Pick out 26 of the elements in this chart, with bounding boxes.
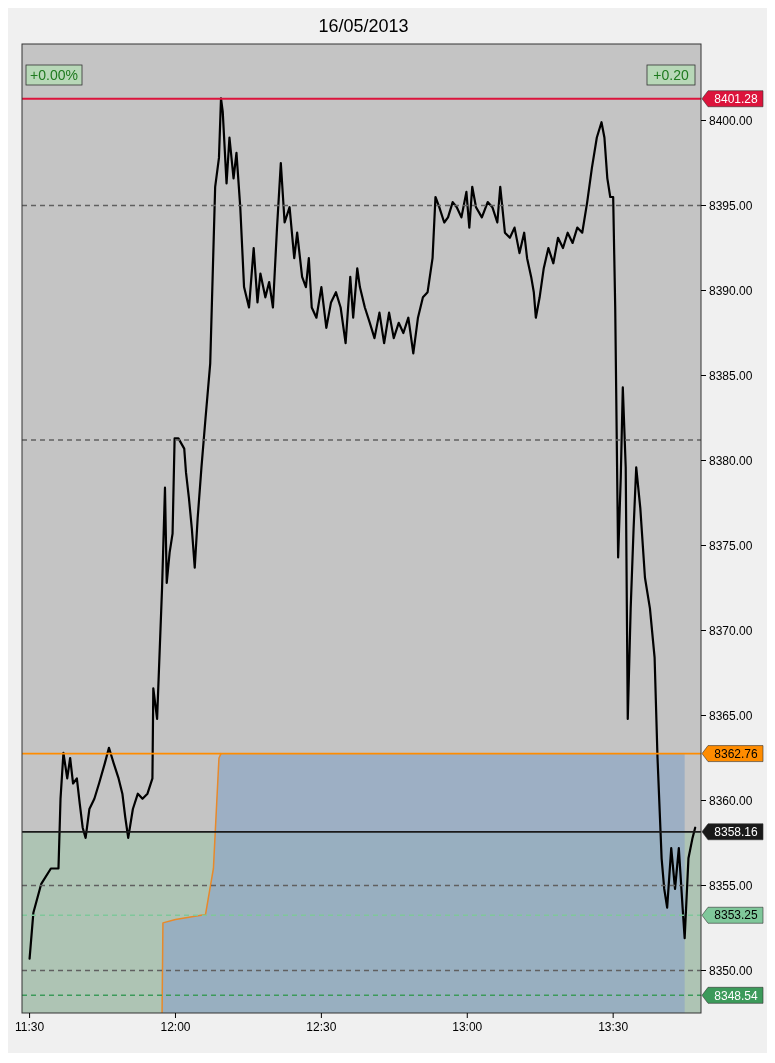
y-tick-label: 8380.00 — [709, 453, 753, 468]
y-tick-label: 8350.00 — [709, 963, 753, 978]
ref-line-label: 8358.16 — [714, 824, 759, 839]
y-tick-label: 8395.00 — [709, 198, 753, 213]
chart-title: 16/05/2013 — [318, 16, 409, 36]
ref-line-label: 8401.28 — [714, 91, 759, 106]
x-tick-label: 12:30 — [306, 1020, 337, 1034]
y-tick-label: 8360.00 — [709, 793, 753, 808]
y-tick-label: 8355.00 — [709, 878, 753, 893]
ref-line-label: 8362.76 — [714, 746, 759, 761]
y-tick-label: 8390.00 — [709, 283, 753, 298]
y-tick-label: 8365.00 — [709, 708, 753, 723]
annotation: +0.20 — [653, 66, 689, 83]
x-tick-label: 11:30 — [15, 1020, 45, 1034]
line-series — [161, 752, 222, 1013]
y-tick-label: 8370.00 — [709, 623, 753, 638]
x-tick-label: 13:00 — [452, 1020, 483, 1034]
annotation: +0.00% — [30, 66, 78, 83]
x-tick-label: 12:00 — [160, 1020, 191, 1034]
y-tick-label: 8385.00 — [709, 368, 753, 383]
ref-line-label: 8348.54 — [714, 988, 759, 1003]
ref-line-label: 8353.25 — [714, 908, 759, 923]
y-tick-label: 8400.00 — [709, 113, 753, 128]
y-tick-label: 8375.00 — [709, 538, 753, 553]
line-series — [28, 97, 697, 960]
x-tick-label: 13:30 — [598, 1020, 629, 1034]
